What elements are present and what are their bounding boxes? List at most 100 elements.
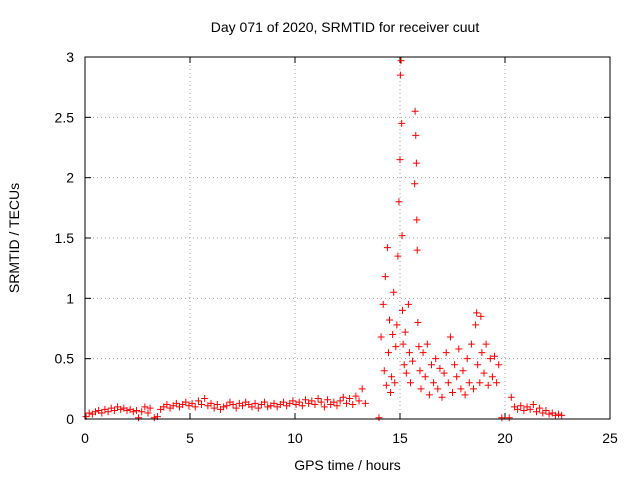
data-point [92, 408, 99, 416]
data-point [191, 403, 199, 411]
data-point [493, 379, 501, 387]
data-point [349, 401, 357, 409]
data-point [339, 393, 347, 401]
data-point [384, 349, 392, 357]
data-point [430, 379, 438, 387]
data-point [135, 414, 143, 422]
data-point [545, 410, 553, 418]
data-point [386, 316, 393, 324]
data-point [449, 388, 456, 396]
data-point [261, 398, 269, 406]
y-tick-label: 2.5 [55, 109, 75, 125]
data-point [459, 367, 467, 375]
data-point [396, 156, 404, 164]
y-tick-label: 0.5 [55, 351, 75, 367]
data-point [232, 404, 240, 412]
data-point [346, 394, 354, 402]
data-point [423, 340, 431, 348]
data-point [455, 345, 463, 353]
data-point [223, 402, 231, 410]
data-point [399, 340, 407, 348]
y-tick-label: 3 [66, 49, 74, 65]
data-point [434, 385, 442, 393]
data-point [463, 355, 471, 363]
data-point [416, 367, 424, 375]
data-point [491, 352, 498, 360]
data-point [505, 414, 513, 422]
data-point [401, 328, 409, 336]
data-point [117, 405, 125, 413]
data-point [104, 408, 112, 416]
data-point [330, 398, 338, 406]
data-point [311, 401, 319, 409]
data-point [394, 252, 402, 260]
data-point [289, 397, 297, 405]
x-tick-label: 5 [186, 430, 194, 446]
data-point [201, 394, 209, 402]
data-point [413, 246, 421, 254]
data-point [295, 398, 303, 406]
data-point [380, 367, 388, 375]
data-point [498, 414, 506, 422]
y-axis-title: SRMTID / TECUs [6, 183, 22, 293]
data-point [465, 379, 473, 387]
data-point [484, 381, 492, 389]
x-tick-label: 20 [497, 430, 513, 446]
x-tick-label: 15 [392, 430, 408, 446]
x-tick-label: 0 [81, 430, 89, 446]
data-point [146, 404, 154, 412]
plot-frame [84, 56, 611, 420]
data-point [477, 312, 485, 320]
data-point [395, 198, 403, 206]
data-point [411, 180, 419, 188]
data-point [425, 391, 433, 399]
data-point [414, 318, 422, 326]
data-point [342, 399, 350, 407]
data-point [488, 373, 496, 381]
data-point [210, 404, 218, 412]
data-point [377, 333, 385, 341]
data-point [110, 407, 118, 415]
data-point [375, 414, 383, 422]
data-point [473, 309, 481, 317]
data-point [138, 408, 146, 416]
data-point [436, 364, 444, 372]
data-point [442, 349, 450, 357]
data-point [451, 361, 459, 369]
data-point [248, 403, 256, 411]
y-tick-label: 0 [66, 411, 74, 427]
chart-title: Day 071 of 2020, SRMTID for receiver cuu… [211, 19, 480, 35]
data-point [397, 57, 405, 65]
data-point [470, 385, 477, 393]
data-point [391, 379, 399, 387]
data-point [507, 393, 515, 401]
data-point [382, 381, 390, 389]
data-point [529, 401, 537, 409]
data-point [172, 399, 180, 407]
data-point [517, 402, 525, 410]
data-point [467, 340, 475, 348]
data-point [461, 391, 469, 399]
data-point [472, 321, 480, 329]
data-point [389, 331, 397, 339]
data-point [270, 399, 278, 407]
data-point [398, 232, 406, 240]
data-point [132, 407, 140, 415]
data-point [229, 401, 237, 409]
data-point [355, 397, 363, 405]
data-point [542, 407, 550, 415]
data-point [526, 405, 534, 413]
data-point [361, 399, 369, 407]
data-point [446, 333, 454, 341]
data-point [428, 361, 435, 369]
data-points [82, 57, 566, 422]
data-point [150, 414, 158, 422]
data-point [399, 306, 407, 314]
data-point [457, 385, 465, 393]
data-point [182, 398, 190, 406]
data-point [194, 397, 202, 405]
data-point [387, 388, 395, 396]
x-tick-label: 25 [602, 430, 618, 446]
data-point [438, 393, 446, 401]
